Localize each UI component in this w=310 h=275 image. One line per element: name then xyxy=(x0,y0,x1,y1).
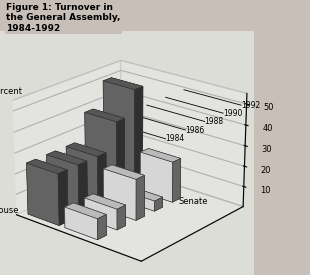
Text: Figure 1: Turnover in
the General Assembly,
1984-1992: Figure 1: Turnover in the General Assemb… xyxy=(6,3,121,32)
